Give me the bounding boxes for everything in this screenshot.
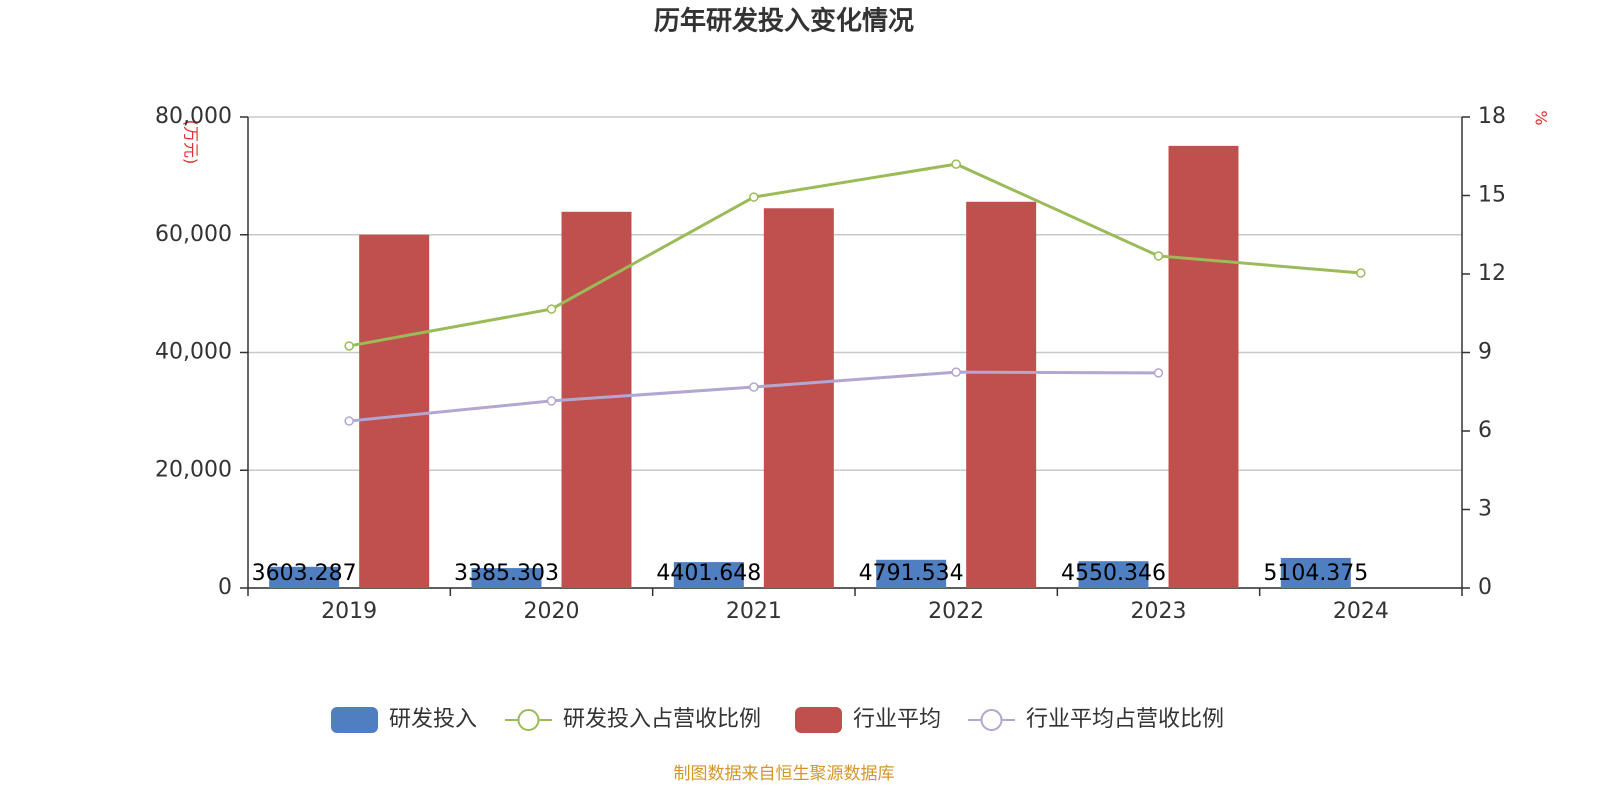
- y-tick-label: 40,000: [155, 340, 232, 365]
- x-tick-label: 2024: [1333, 599, 1389, 624]
- y-tick-label: 60,000: [155, 222, 232, 247]
- line-point: [344, 341, 354, 351]
- line-point: [1153, 251, 1164, 261]
- bar: [471, 568, 542, 588]
- y2-tick-label: 18: [1478, 104, 1506, 129]
- legend-label: 研发投入占营收比例: [563, 707, 761, 732]
- line-point: [546, 396, 557, 406]
- legend-swatch: [980, 709, 1003, 731]
- line-point: [951, 159, 961, 169]
- legend-label: 研发投入: [389, 707, 477, 732]
- line-point: [1153, 368, 1164, 378]
- legend-label: 行业平均占营收比例: [1026, 707, 1224, 732]
- bar: [1168, 145, 1239, 588]
- y2-axis-unit: %: [1532, 110, 1551, 125]
- x-tick-label: 2023: [1131, 599, 1187, 624]
- line-point: [749, 192, 759, 202]
- chart-title: 历年研发投入变化情况: [654, 6, 914, 37]
- y-axis-unit: (万元): [182, 120, 201, 165]
- y-tick-label: 20,000: [155, 457, 232, 482]
- line-point: [546, 304, 557, 314]
- y-tick-label: 0: [218, 575, 232, 600]
- bar: [673, 562, 744, 588]
- line: [349, 370, 1159, 423]
- y-tick-label: 80,000: [155, 104, 232, 129]
- bar: [1280, 557, 1351, 588]
- legend-swatch: [517, 709, 540, 731]
- legend-swatch: [795, 707, 842, 733]
- y2-tick-label: 15: [1478, 183, 1506, 208]
- y2-tick-label: 6: [1478, 418, 1492, 443]
- line: [348, 162, 1361, 348]
- y2-tick-label: 12: [1478, 261, 1506, 286]
- data-label: 4550.346: [1061, 561, 1166, 586]
- bar: [876, 559, 947, 588]
- legend-swatch: [331, 707, 378, 733]
- y2-tick-label: 0: [1478, 575, 1492, 600]
- data-label: 4791.534: [859, 561, 964, 586]
- line-point: [749, 382, 759, 392]
- line-point: [344, 416, 354, 426]
- bar: [1078, 561, 1149, 588]
- x-tick-label: 2021: [726, 599, 782, 624]
- legend-label: 行业平均: [853, 707, 941, 732]
- data-label: 3603.287: [252, 561, 357, 586]
- x-tick-label: 2022: [928, 599, 984, 624]
- bar: [763, 208, 834, 588]
- source-note: 制图数据来自恒生聚源数据库: [674, 764, 895, 784]
- data-label: 4401.648: [656, 561, 761, 586]
- bar: [359, 234, 430, 588]
- data-label: 3385.303: [454, 561, 559, 586]
- bar: [269, 566, 340, 588]
- y2-tick-label: 9: [1478, 340, 1492, 365]
- line-point: [1356, 268, 1366, 278]
- line-point: [951, 367, 961, 377]
- bar: [966, 201, 1037, 588]
- data-label: 5104.375: [1263, 561, 1368, 586]
- x-tick-label: 2020: [524, 599, 580, 624]
- y2-tick-label: 3: [1478, 497, 1492, 522]
- x-tick-label: 2019: [321, 599, 377, 624]
